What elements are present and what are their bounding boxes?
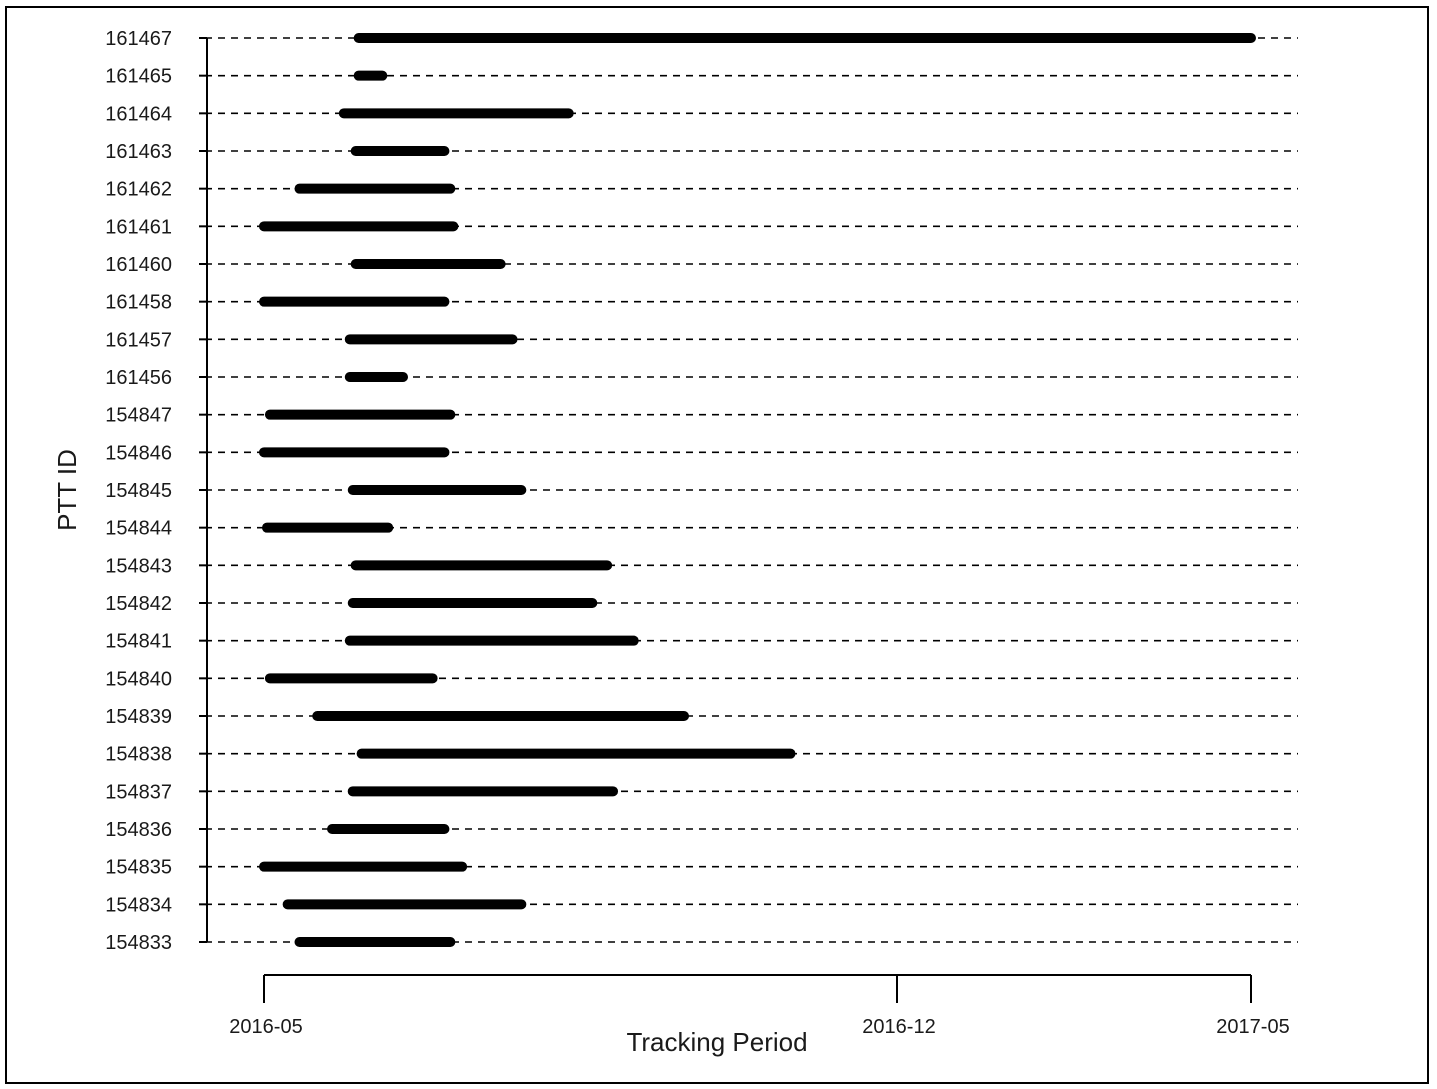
y-tick-label: 161463 (105, 141, 172, 163)
x-tick-label: 2016-12 (862, 1016, 935, 1038)
y-tick-label: 161460 (105, 254, 172, 276)
x-axis: 2016-05 2016-12 2017-05 (229, 974, 1290, 1038)
y-tick-label: 154843 (105, 555, 172, 577)
y-tick-label: 154841 (105, 631, 172, 653)
y-tick-label: 161465 (105, 66, 172, 88)
y-tick-label: 161456 (105, 367, 172, 389)
y-tick-label: 161458 (105, 292, 172, 314)
tracking-bars (259, 33, 1256, 947)
y-tick-label: 161464 (105, 103, 172, 125)
y-axis-title: PTT ID (52, 449, 82, 531)
y-tick-label: 154840 (105, 668, 172, 690)
y-tick-label: 154844 (105, 518, 172, 540)
y-tick-label: 154846 (105, 442, 172, 464)
y-tick-label: 154833 (105, 932, 172, 954)
y-tick-label: 154836 (105, 819, 172, 841)
y-tick-label: 154847 (105, 405, 172, 427)
y-tick-label: 154845 (105, 480, 172, 502)
y-tick-label: 154842 (105, 593, 172, 615)
y-tick-label: 161457 (105, 329, 172, 351)
x-tick-label: 2017-05 (1216, 1016, 1289, 1038)
y-axis: 161467 161465 161464 161463 161462 161461 1614… (105, 28, 208, 954)
y-tick-label: 161467 (105, 28, 172, 50)
x-axis-title: Tracking Period (626, 1027, 807, 1057)
y-tick-label: 154838 (105, 744, 172, 766)
y-tick-label: 161462 (105, 179, 172, 201)
y-tick-label: 154834 (105, 894, 172, 916)
y-tick-label: 154837 (105, 781, 172, 803)
x-tick-label: 2016-05 (229, 1016, 302, 1038)
y-tick-label: 154835 (105, 857, 172, 879)
y-tick-label: 154839 (105, 706, 172, 728)
y-tick-label: 161461 (105, 216, 172, 238)
